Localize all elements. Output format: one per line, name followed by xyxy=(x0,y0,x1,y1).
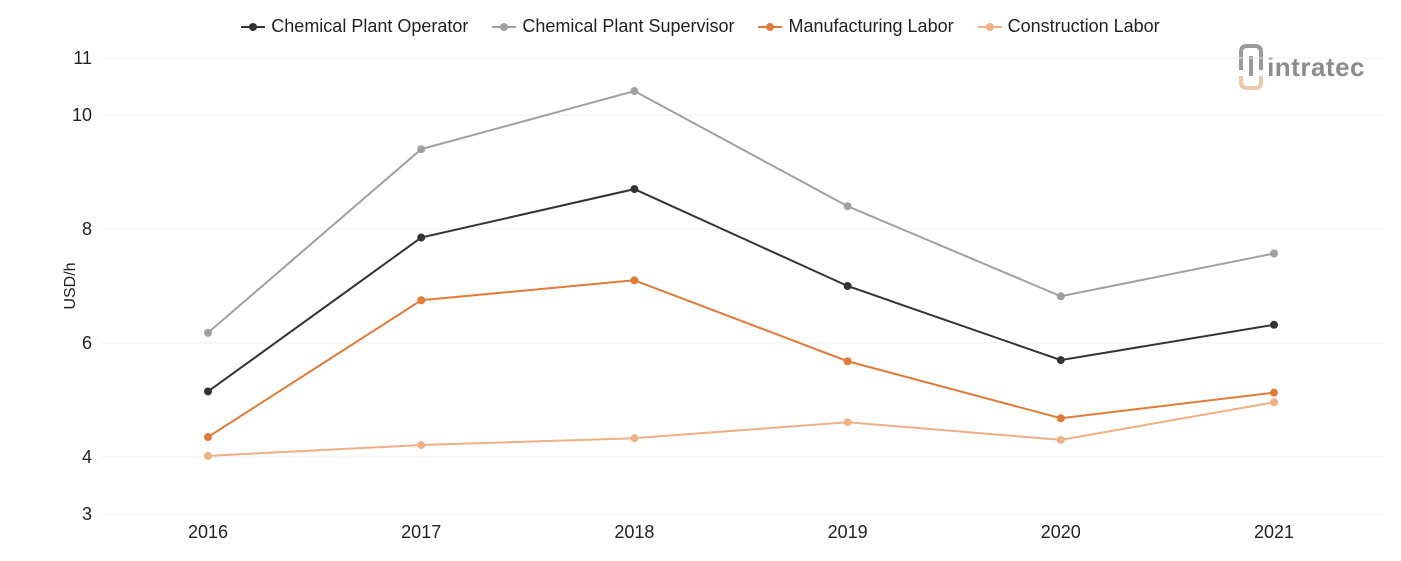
data-point xyxy=(417,296,426,305)
legend-swatch xyxy=(758,22,783,31)
data-point xyxy=(1270,320,1278,329)
legend-label: Manufacturing Labor xyxy=(788,16,954,36)
data-point xyxy=(1056,292,1065,301)
y-tick-label: 6 xyxy=(82,333,92,353)
data-point xyxy=(204,328,212,337)
data-point xyxy=(630,185,639,194)
x-tick-label: 2017 xyxy=(401,522,441,542)
legend-item[interactable]: Chemical Plant Supervisor xyxy=(492,16,734,37)
data-point xyxy=(843,418,852,427)
y-tick-label: 10 xyxy=(72,105,92,125)
series-line xyxy=(207,279,1275,438)
data-point xyxy=(630,87,639,96)
data-point xyxy=(204,451,212,460)
legend-label: Construction Labor xyxy=(1007,16,1160,36)
data-point xyxy=(204,387,212,396)
data-point xyxy=(843,357,852,366)
x-tick-label: 2019 xyxy=(828,522,868,542)
legend-swatch xyxy=(977,22,1002,31)
data-point xyxy=(1270,398,1278,407)
data-point xyxy=(1056,356,1065,365)
x-tick-label: 2018 xyxy=(614,522,654,542)
data-point xyxy=(630,434,639,443)
legend-item[interactable]: Construction Labor xyxy=(977,16,1160,37)
y-tick-label: 4 xyxy=(82,447,92,467)
legend-swatch xyxy=(492,22,517,31)
x-tick-label: 2016 xyxy=(188,522,228,542)
series-line xyxy=(207,188,1275,393)
legend-label: Chemical Plant Supervisor xyxy=(522,16,735,36)
data-point xyxy=(417,233,426,242)
x-tick-label: 2021 xyxy=(1254,522,1294,542)
legend-item[interactable]: Chemical Plant Operator xyxy=(241,16,468,37)
y-tick-label: 3 xyxy=(82,504,92,524)
data-point xyxy=(1270,388,1278,397)
x-tick-label: 2020 xyxy=(1041,522,1081,542)
data-point xyxy=(204,433,212,442)
legend-item[interactable]: Manufacturing Labor xyxy=(758,16,954,37)
data-point xyxy=(843,202,852,211)
legend: Chemical Plant Operator Chemical Plant Su… xyxy=(0,16,1401,37)
intratec-logo: intratec xyxy=(1237,42,1365,92)
y-axis-title: USD/h xyxy=(62,262,79,309)
data-point xyxy=(1270,249,1278,258)
data-point xyxy=(417,145,426,154)
y-tick-label: 11 xyxy=(73,48,92,68)
intratec-logo-icon xyxy=(1239,44,1264,90)
data-point xyxy=(1056,414,1065,423)
legend-label: Chemical Plant Operator xyxy=(271,16,469,36)
series-line xyxy=(207,401,1275,457)
y-tick-label: 8 xyxy=(82,219,92,239)
data-point xyxy=(630,276,639,285)
data-point xyxy=(843,282,852,290)
series-line xyxy=(207,89,1275,334)
legend-swatch xyxy=(241,22,266,31)
data-point xyxy=(1056,435,1065,444)
data-point xyxy=(417,441,426,450)
logo-text: intratec xyxy=(1267,51,1365,82)
